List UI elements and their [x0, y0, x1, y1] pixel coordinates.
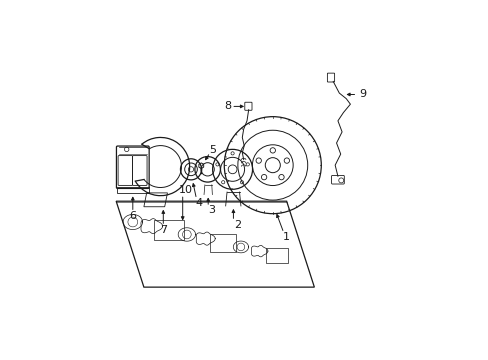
- Text: 5: 5: [208, 145, 215, 155]
- Text: 3: 3: [208, 205, 215, 215]
- Text: 10: 10: [178, 185, 192, 195]
- Text: 8: 8: [224, 102, 231, 111]
- Text: 9: 9: [358, 90, 365, 99]
- Text: 2: 2: [234, 220, 241, 230]
- Text: 7: 7: [160, 225, 166, 235]
- Text: 6: 6: [129, 211, 136, 221]
- Text: 1: 1: [283, 232, 289, 242]
- Text: 4: 4: [195, 198, 203, 208]
